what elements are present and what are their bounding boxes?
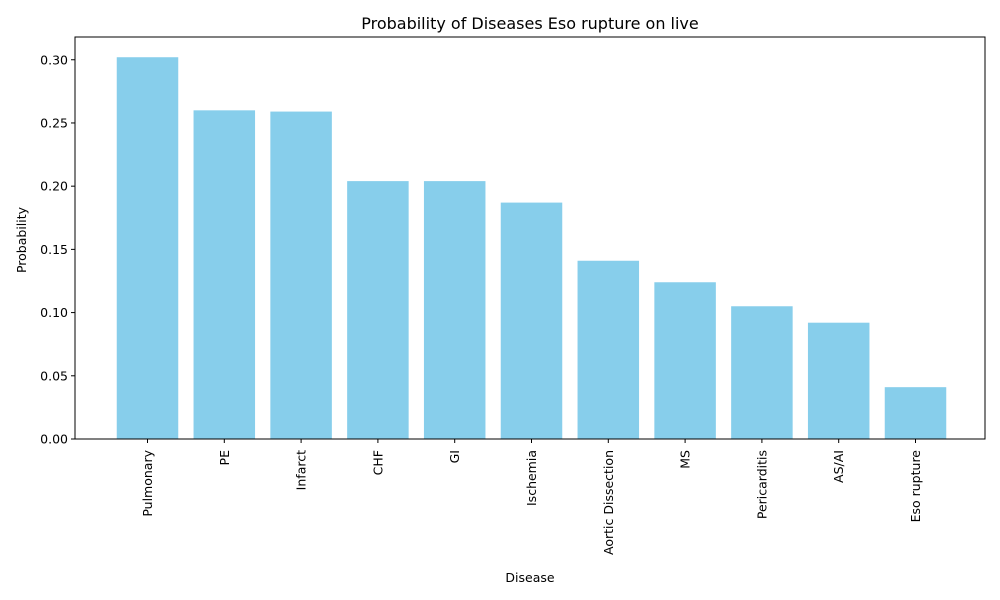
bar-aortic-dissection: [577, 260, 640, 439]
bar-as-ai: [807, 322, 870, 439]
bar-pericarditis: [731, 306, 793, 439]
y-axis-label: Probability: [14, 206, 29, 273]
x-tick-label: MS: [678, 450, 693, 469]
x-tick-label: Aortic Dissection: [601, 450, 616, 555]
x-tick-label: Pulmonary: [140, 449, 155, 516]
y-tick-label: 0.05: [40, 368, 68, 383]
bar-pulmonary: [116, 57, 179, 439]
x-axis: Pulmonary PE Infarct CHF GI Ischemia Aortic Di…: [140, 439, 923, 555]
x-tick-label: AS/AI: [831, 450, 846, 483]
y-axis: 0.00 0.05 0.10 0.15 0.20 0.25 0.30: [40, 52, 75, 447]
bar-pe: [193, 110, 256, 439]
bar-chf: [347, 181, 409, 440]
bar-infarct: [270, 111, 332, 439]
x-tick-label: Ischemia: [524, 450, 539, 506]
bar-gi: [423, 181, 486, 440]
y-tick-label: 0.00: [40, 432, 68, 447]
y-tick-label: 0.10: [40, 305, 68, 320]
bar-ms: [654, 282, 716, 439]
bars-group: [116, 57, 947, 440]
x-axis-label: Disease: [505, 570, 554, 585]
y-tick-label: 0.20: [40, 179, 68, 194]
y-tick-label: 0.25: [40, 115, 68, 130]
x-tick-label: Pericarditis: [754, 450, 769, 519]
chart-title: Probability of Diseases Eso rupture on l…: [361, 14, 699, 33]
y-tick-label: 0.30: [40, 52, 68, 67]
x-tick-label: Infarct: [294, 450, 309, 490]
plot-frame: [74, 36, 986, 440]
x-tick-label: GI: [447, 450, 462, 463]
x-tick-label: Eso rupture: [908, 450, 923, 523]
x-tick-label: PE: [217, 450, 232, 466]
bar-eso-rupture: [884, 387, 947, 439]
x-tick-label: CHF: [370, 450, 385, 475]
y-tick-label: 0.15: [40, 242, 68, 257]
bar-ischemia: [500, 202, 563, 439]
